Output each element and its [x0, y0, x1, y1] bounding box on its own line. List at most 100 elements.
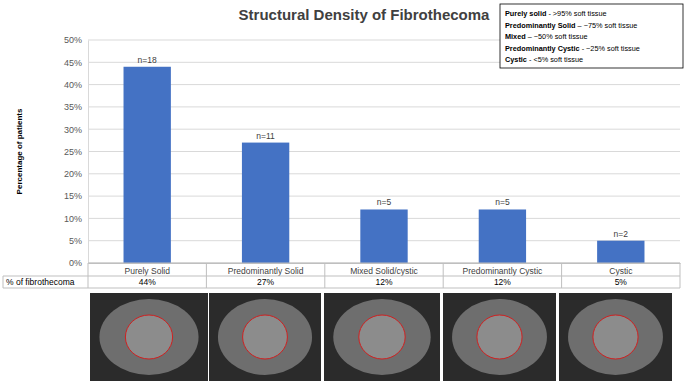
title: Structural Density of Fibrothecoma — [239, 6, 491, 23]
definition: Cystic - <5% soft tissue — [505, 55, 583, 64]
grid-line — [88, 263, 680, 264]
definition: Predominantly Cystic - ~25% soft tissue — [505, 44, 640, 53]
x-tick-label: Cystic — [609, 266, 633, 276]
y-tick: 30% — [64, 125, 88, 135]
x-tick: Cystic — [609, 263, 633, 276]
y-tick: 5% — [69, 236, 88, 246]
ct-image — [209, 293, 321, 381]
table-cell: 5% — [615, 277, 628, 287]
x-tick-label: Predominantly Solid — [228, 266, 304, 276]
ct-lesion — [243, 315, 288, 359]
y-axis-line — [88, 41, 89, 264]
ct-image — [559, 293, 672, 381]
x-tick: Predominantly Solid — [228, 263, 304, 276]
y-tick: 45% — [64, 58, 88, 68]
y-tick: 40% — [64, 80, 88, 90]
table-line — [680, 263, 681, 288]
y-tick: 0% — [69, 258, 88, 268]
y-tick-label: 25% — [64, 147, 82, 157]
table-cell: 44% — [139, 277, 156, 287]
image-strip — [90, 293, 672, 381]
y-tick: 50% — [64, 35, 88, 45]
ct-body — [452, 299, 547, 375]
ct-image — [324, 293, 440, 381]
y-tick: 15% — [64, 191, 88, 201]
bar — [360, 209, 407, 263]
x-tick: Purely Solid — [125, 263, 171, 276]
table-cell: 12% — [375, 277, 392, 287]
chart: Structural Density of FibrothecomaPercen… — [0, 0, 689, 381]
y-tick-label: 50% — [64, 35, 82, 45]
table-row-label: % of fibrothecoma — [6, 277, 75, 287]
table-line — [88, 263, 680, 264]
ct-body — [333, 299, 430, 375]
definition: Predominantly Solid – ~75% soft tissue — [505, 21, 637, 30]
table-cell: 27% — [257, 277, 274, 287]
table-line — [3, 288, 680, 289]
grid-line — [88, 196, 680, 197]
ct-lesion — [593, 315, 638, 359]
y-axis: 0% 5% 10% 15% 20% 25% 30% 35% 40% 45% 50% — [64, 35, 89, 268]
definition-description: - <5% soft tissue — [527, 55, 583, 64]
bar-label: n=2 — [614, 229, 629, 239]
x-tick-label: Predominantly Cystic — [462, 266, 543, 276]
table-line — [206, 263, 207, 288]
bar-label: n=18 — [138, 55, 157, 65]
definitions-box: Purely solid - >95% soft tissue Predomina… — [500, 4, 683, 68]
bar-label: n=11 — [256, 131, 275, 141]
x-axis-line — [89, 263, 681, 264]
grid-line — [88, 106, 680, 107]
bar — [597, 241, 644, 263]
y-tick-label: 30% — [64, 125, 82, 135]
x-tick: Mixed Solid/cystic — [350, 263, 418, 276]
table-line — [3, 276, 4, 288]
y-tick: 35% — [64, 102, 88, 112]
y-tick-label: 40% — [64, 80, 82, 90]
table-line — [561, 263, 562, 288]
bars — [124, 67, 645, 263]
grid-line — [88, 173, 680, 174]
grid-line — [88, 151, 680, 152]
table-grid — [3, 263, 680, 288]
y-tick-label: 45% — [64, 58, 82, 68]
y-tick: 10% — [64, 214, 88, 224]
y-tick-label: 15% — [64, 191, 82, 201]
x-axis: Purely Solid Predominantly Solid Mixed Sol… — [89, 263, 681, 276]
definition-description: - ~25% soft tissue — [580, 44, 640, 53]
ct-body — [99, 299, 198, 375]
y-tick-label: 20% — [64, 169, 82, 179]
ct-image — [90, 293, 208, 381]
bar — [124, 67, 171, 263]
ct-lesion — [125, 315, 172, 359]
y-tick: 20% — [64, 169, 88, 179]
y-tick-label: 10% — [64, 214, 82, 224]
bar-label: n=5 — [377, 197, 392, 207]
definition-term: Cystic — [505, 55, 527, 64]
grid-line — [88, 129, 680, 130]
y-tick-label: 5% — [69, 236, 82, 246]
x-tick: Predominantly Cystic — [462, 263, 543, 276]
grid — [88, 40, 680, 263]
definition: Purely solid - >95% soft tissue — [505, 9, 607, 18]
table-cell: 12% — [494, 277, 511, 287]
definition-description: – ~50% soft tissue — [526, 32, 588, 41]
definition-description: – ~75% soft tissue — [576, 21, 638, 30]
ct-image — [443, 293, 556, 381]
definition-term: Predominantly Solid — [505, 21, 576, 30]
definition-description: - >95% soft tissue — [546, 9, 606, 18]
ct-lesion — [477, 315, 522, 359]
bar-labels: n=18 n=11 n=5 n=5 n=2 — [138, 55, 629, 239]
y-tick-label: 0% — [69, 258, 82, 268]
definitions-frame — [500, 4, 683, 68]
y-tick: 25% — [64, 147, 88, 157]
definition-term: Predominantly Cystic — [505, 44, 580, 53]
definition: Mixed – ~50% soft tissue — [505, 32, 588, 41]
x-tick-label: Mixed Solid/cystic — [350, 266, 418, 276]
ct-body — [218, 299, 312, 375]
table-line — [443, 263, 444, 288]
grid-line — [88, 84, 680, 85]
bar-label: n=5 — [495, 197, 510, 207]
y-tick-label: 35% — [64, 102, 82, 112]
bar — [479, 209, 526, 263]
table-line — [3, 276, 680, 277]
